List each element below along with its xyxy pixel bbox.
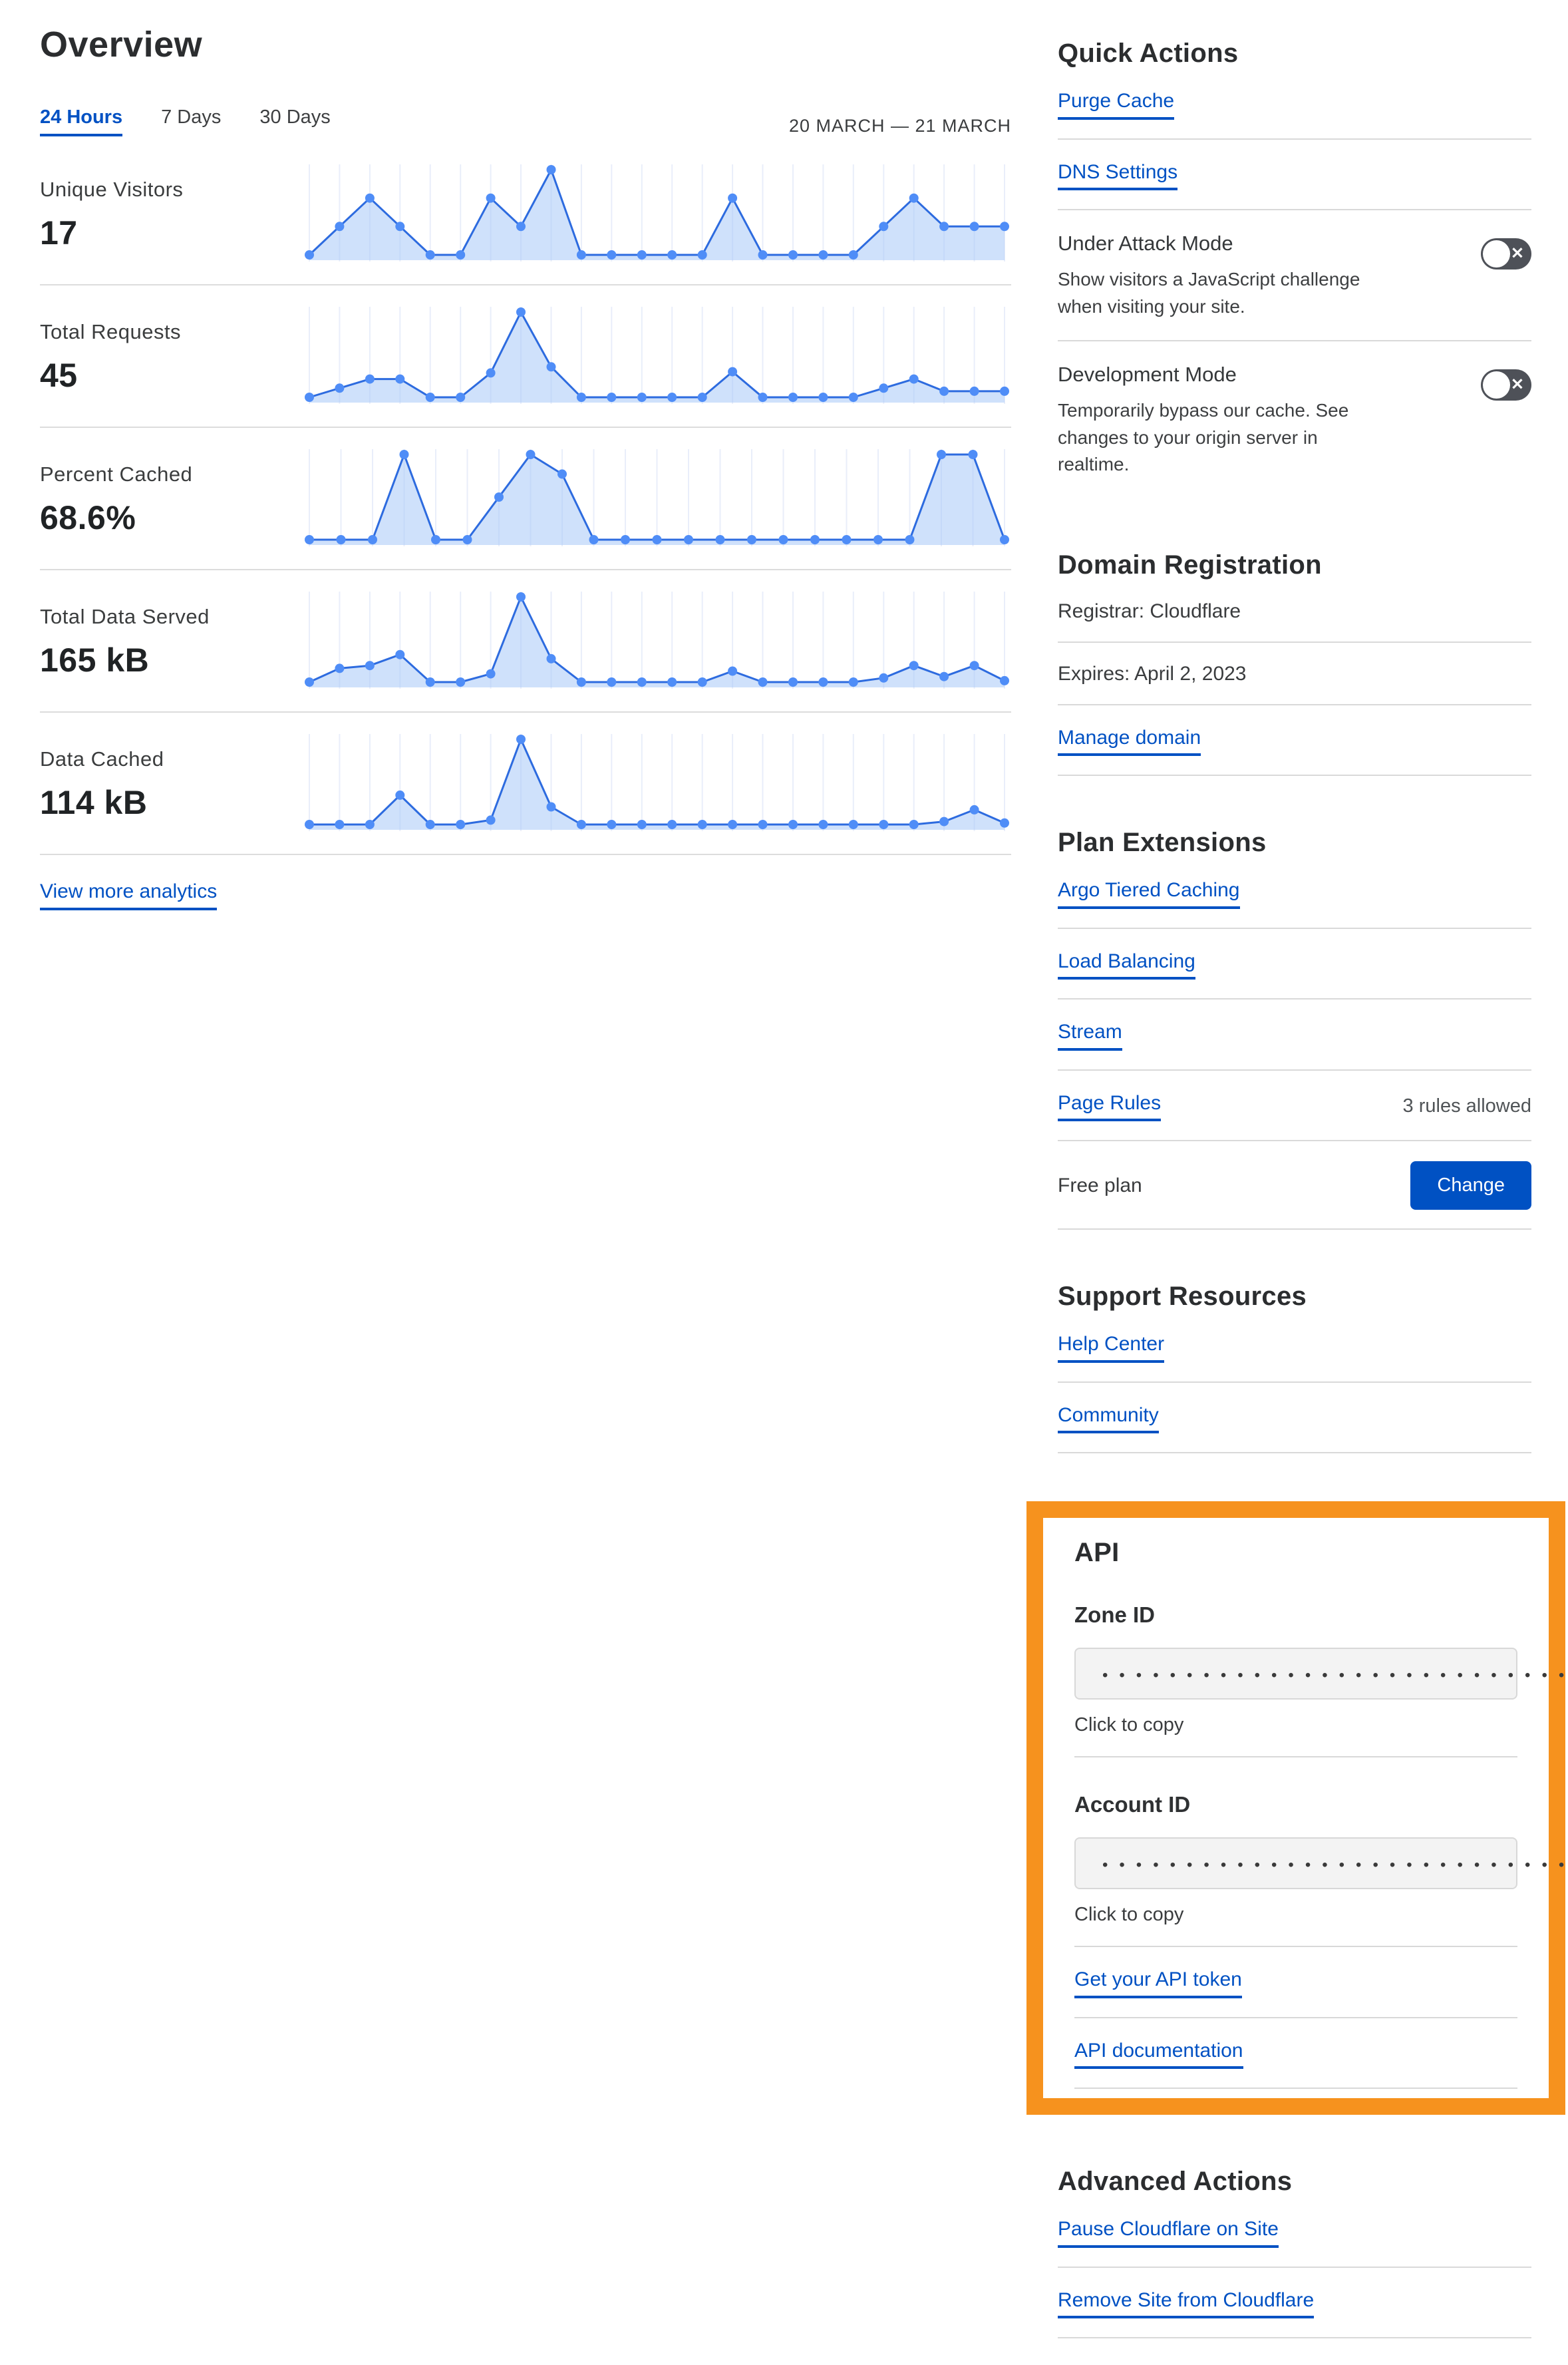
zone-id-masked-value: •••••••••••••••••••••••••••••• — [1102, 1666, 1568, 1685]
sparkline-data-served — [303, 590, 1011, 690]
zone-id-field[interactable]: •••••••••••••••••••••••••••••• — [1074, 1648, 1568, 1700]
metric-row-total-data-served: Total Data Served 165 kB — [40, 570, 1011, 713]
under-attack-mode-description: Show visitors a JavaScript challenge whe… — [1058, 269, 1360, 317]
argo-tiered-caching-link[interactable]: Argo Tiered Caching — [1058, 878, 1240, 909]
zone-id-click-to-copy: Click to copy — [1074, 1714, 1517, 1758]
dns-settings-row: DNS Settings — [1058, 140, 1531, 210]
manage-domain-link[interactable]: Manage domain — [1058, 725, 1201, 757]
time-range-tabs: 24 Hours 7 Days 30 Days — [40, 106, 331, 136]
sparkline-unique-visitors — [303, 163, 1011, 263]
metric-value: 165 kB — [40, 641, 150, 679]
purge-cache-row: Purge Cache — [1058, 69, 1531, 140]
toggle-x-icon: ✕ — [1510, 375, 1524, 394]
registrar-value: Registrar: Cloudflare — [1058, 600, 1241, 622]
quick-actions-title: Quick Actions — [1058, 39, 1239, 68]
api-docs-row: API documentation — [1074, 2018, 1517, 2090]
stream-row: Stream — [1058, 1000, 1531, 1071]
api-title: API — [1074, 1538, 1120, 1568]
purge-cache-link[interactable]: Purge Cache — [1058, 89, 1175, 120]
remove-site-row: Remove Site from Cloudflare — [1058, 2268, 1531, 2339]
sparkline-total-requests — [303, 305, 1011, 405]
plan-label: Free plan — [1058, 1174, 1142, 1196]
tab-7-days[interactable]: 7 Days — [161, 106, 222, 128]
metric-row-percent-cached: Percent Cached 68.6% — [40, 428, 1011, 570]
tab-30-days[interactable]: 30 Days — [259, 106, 331, 128]
metric-value: 68.6% — [40, 499, 136, 536]
toggle-knob — [1483, 240, 1510, 268]
api-token-row: Get your API token — [1074, 1947, 1517, 2018]
advanced-actions-title: Advanced Actions — [1058, 2167, 1293, 2197]
toggle-knob — [1483, 371, 1510, 399]
community-link[interactable]: Community — [1058, 1403, 1159, 1434]
plan-row: Free plan Change — [1058, 1141, 1531, 1230]
expires-value: Expires: April 2, 2023 — [1058, 662, 1247, 685]
sparkline-percent-cached — [303, 448, 1011, 548]
metric-value: 114 kB — [40, 784, 148, 821]
get-api-token-link[interactable]: Get your API token — [1074, 1967, 1242, 1998]
under-attack-mode-block: Under Attack Mode Show visitors a JavaSc… — [1058, 210, 1531, 342]
time-range-row: 24 Hours 7 Days 30 Days 20 MARCH — 21 MA… — [40, 106, 1011, 143]
sparkline-data-cached — [303, 733, 1011, 832]
account-id-masked-value: •••••••••••••••••••••••••••••• — [1102, 1856, 1568, 1875]
community-row: Community — [1058, 1383, 1531, 1454]
metric-label: Total Data Served — [40, 605, 210, 628]
remove-site-link[interactable]: Remove Site from Cloudflare — [1058, 2288, 1315, 2319]
metric-label: Total Requests — [40, 320, 182, 343]
domain-registration-title: Domain Registration — [1058, 550, 1322, 580]
account-id-click-to-copy: Click to copy — [1074, 1904, 1517, 1948]
metric-value: 45 — [40, 357, 78, 394]
toggle-x-icon: ✕ — [1510, 244, 1524, 263]
registrar-row: Registrar: Cloudflare — [1058, 580, 1531, 643]
development-mode-block: Development Mode Temporarily bypass our … — [1058, 341, 1531, 498]
metric-row-total-requests: Total Requests 45 — [40, 285, 1011, 428]
zone-id-label: Zone ID — [1074, 1602, 1155, 1628]
expires-row: Expires: April 2, 2023 — [1058, 643, 1531, 705]
under-attack-mode-title: Under Attack Mode — [1058, 232, 1233, 255]
page-title: Overview — [40, 25, 203, 65]
analytics-panel: Overview 24 Hours 7 Days 30 Days 20 MARC… — [40, 20, 1011, 2338]
page-rules-link[interactable]: Page Rules — [1058, 1091, 1162, 1122]
api-documentation-link[interactable]: API documentation — [1074, 2038, 1243, 2070]
plan-extensions-title: Plan Extensions — [1058, 828, 1267, 858]
account-id-field[interactable]: •••••••••••••••••••••••••••••• — [1074, 1837, 1568, 1890]
manage-domain-row: Manage domain — [1058, 705, 1531, 777]
metric-row-data-cached: Data Cached 114 kB — [40, 713, 1011, 855]
dns-settings-link[interactable]: DNS Settings — [1058, 160, 1178, 190]
metric-label: Percent Cached — [40, 462, 193, 486]
load-balancing-link[interactable]: Load Balancing — [1058, 949, 1195, 980]
change-plan-button[interactable]: Change — [1410, 1161, 1531, 1210]
development-mode-title: Development Mode — [1058, 363, 1237, 387]
metric-row-unique-visitors: Unique Visitors 17 — [40, 143, 1011, 285]
support-resources-title: Support Resources — [1058, 1282, 1307, 1312]
metric-label: Data Cached — [40, 747, 164, 771]
load-balancing-row: Load Balancing — [1058, 929, 1531, 1000]
argo-tiered-caching-row: Argo Tiered Caching — [1058, 858, 1531, 929]
stream-link[interactable]: Stream — [1058, 1019, 1122, 1051]
help-center-link[interactable]: Help Center — [1058, 1332, 1165, 1363]
page-rules-row: Page Rules 3 rules allowed — [1058, 1071, 1531, 1142]
sidebar: Quick Actions Purge Cache DNS Settings U… — [1026, 20, 1568, 2339]
date-range-label: 20 MARCH — 21 MARCH — [788, 116, 1011, 136]
api-section-highlighted: API Zone ID ••••••••••••••••••••••••••••… — [1026, 1501, 1568, 2115]
under-attack-mode-toggle[interactable]: ✕ — [1481, 238, 1531, 270]
help-center-row: Help Center — [1058, 1312, 1531, 1383]
account-id-label: Account ID — [1074, 1792, 1191, 1817]
page-rules-allowance: 3 rules allowed — [1402, 1095, 1531, 1117]
pause-cloudflare-row: Pause Cloudflare on Site — [1058, 2197, 1531, 2268]
tab-24-hours[interactable]: 24 Hours — [40, 106, 123, 136]
metric-label: Unique Visitors — [40, 178, 184, 201]
metric-value: 17 — [40, 214, 78, 252]
development-mode-toggle[interactable]: ✕ — [1481, 369, 1531, 401]
view-more-analytics-link[interactable]: View more analytics — [40, 879, 218, 910]
development-mode-description: Temporarily bypass our cache. See change… — [1058, 400, 1349, 475]
pause-cloudflare-link[interactable]: Pause Cloudflare on Site — [1058, 2217, 1279, 2248]
